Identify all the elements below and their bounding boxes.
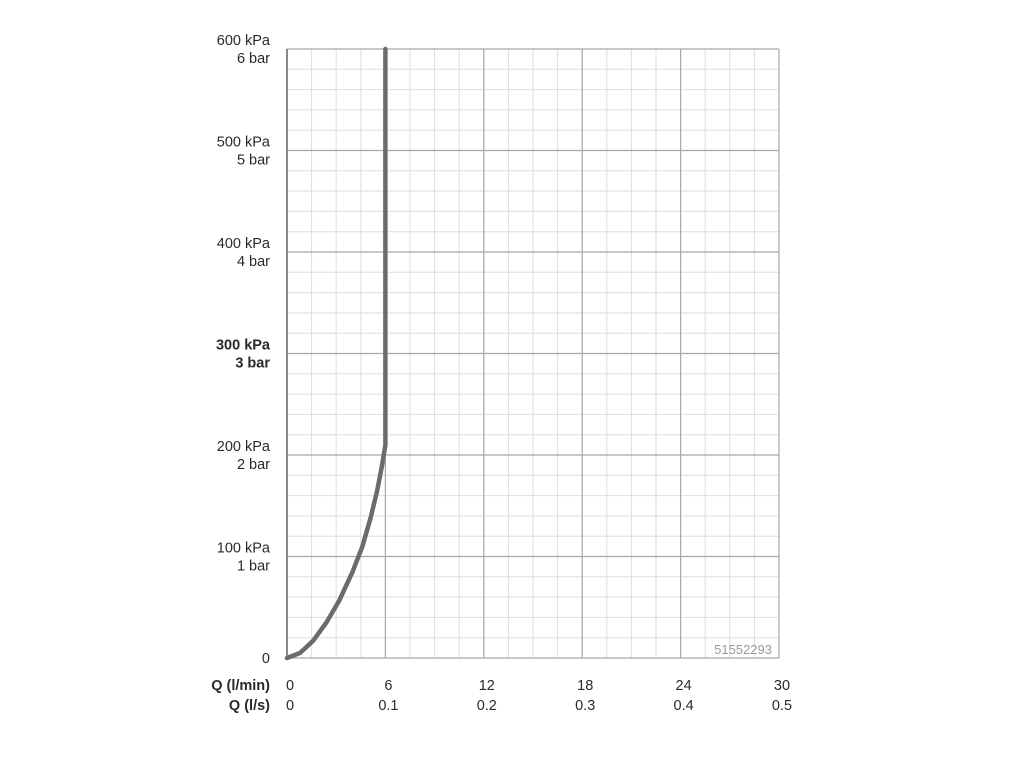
y-tick-label-kpa: 100 kPa bbox=[217, 541, 271, 557]
y-tick-label-kpa: 200 kPa bbox=[217, 439, 271, 455]
x-tick-label: 6 bbox=[384, 678, 392, 694]
y-tick-label-kpa: 0 bbox=[262, 651, 270, 667]
x-tick-label: 0 bbox=[286, 678, 294, 694]
y-axis-tick-labels: 0 100 kPa 1 bar 200 kPa 2 bar 300 kPa 3 bar 400… bbox=[216, 33, 271, 667]
x-tick-label: 0 bbox=[286, 698, 294, 714]
major-grid bbox=[286, 48, 780, 659]
y-tick-label-bar: 5 bar bbox=[237, 153, 270, 169]
product-code: 51552293 bbox=[714, 642, 772, 657]
y-tick-label-bar: 2 bar bbox=[237, 457, 270, 473]
y-tick-label-bar: 6 bar bbox=[237, 51, 270, 67]
y-tick-label-bar: 1 bar bbox=[237, 559, 270, 575]
x-tick-label: 0.4 bbox=[674, 698, 694, 714]
x-tick-label: 30 bbox=[774, 678, 790, 694]
series-line bbox=[284, 46, 388, 661]
x-tick-label: 0.3 bbox=[575, 698, 595, 714]
y-tick-label-kpa: 600 kPa bbox=[217, 33, 271, 49]
y-tick-label-kpa: 300 kPa bbox=[216, 338, 271, 354]
y-tick-label-kpa: 500 kPa bbox=[217, 135, 271, 151]
x-axis-tick-labels: Q (l/min) 0 6 12 18 24 30 Q (l/s) 0 0.1 0.2 0.3 0.4 0… bbox=[211, 678, 792, 714]
y-tick-label-bar: 4 bar bbox=[237, 254, 270, 270]
x-axis-label: Q (l/s) bbox=[229, 698, 270, 714]
x-axis-label: Q (l/min) bbox=[211, 678, 270, 694]
y-tick-label-bar: 3 bar bbox=[235, 356, 270, 372]
x-tick-label: 0.2 bbox=[477, 698, 497, 714]
series-group bbox=[284, 46, 388, 661]
x-tick-label: 18 bbox=[577, 678, 593, 694]
y-tick-label-kpa: 400 kPa bbox=[217, 236, 271, 252]
x-tick-label: 0.5 bbox=[772, 698, 792, 714]
x-tick-label: 24 bbox=[676, 678, 692, 694]
x-tick-label: 12 bbox=[479, 678, 495, 694]
x-tick-label: 0.1 bbox=[378, 698, 398, 714]
